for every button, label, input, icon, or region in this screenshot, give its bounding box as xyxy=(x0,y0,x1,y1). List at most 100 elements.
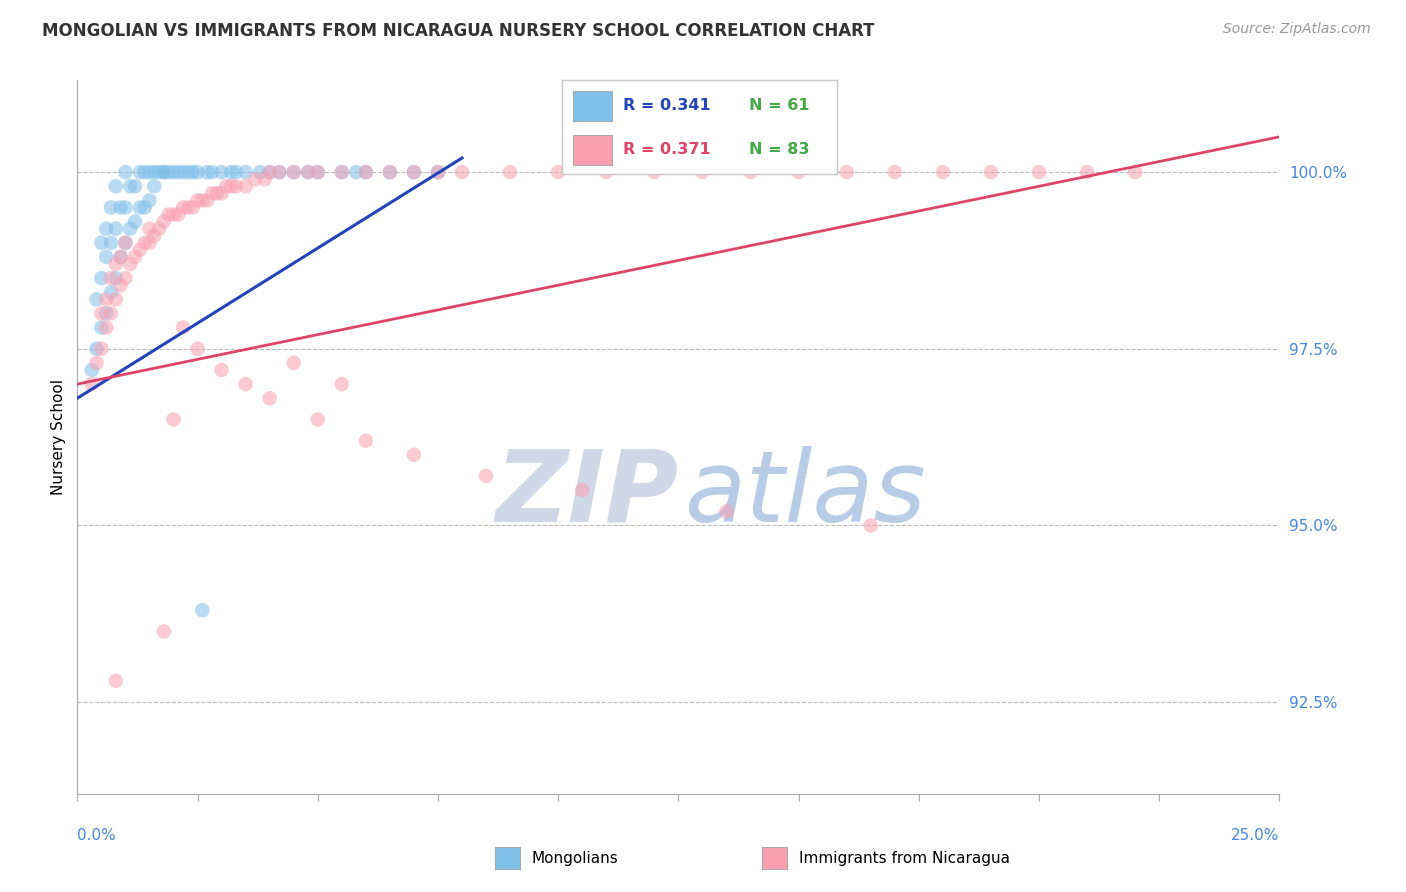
Point xyxy=(114,201,136,215)
Point xyxy=(253,172,276,186)
Point xyxy=(104,271,127,285)
Point xyxy=(354,165,377,179)
Text: N = 61: N = 61 xyxy=(749,98,810,113)
Point xyxy=(86,293,108,307)
Point xyxy=(297,165,319,179)
Point xyxy=(259,165,281,179)
Point xyxy=(90,342,112,356)
Point xyxy=(96,221,118,235)
Point xyxy=(571,483,593,497)
Point xyxy=(235,377,257,392)
Point xyxy=(307,165,329,179)
Text: Source: ZipAtlas.com: Source: ZipAtlas.com xyxy=(1223,22,1371,37)
Point xyxy=(143,228,166,243)
Point xyxy=(110,201,132,215)
Point xyxy=(104,673,127,688)
Point xyxy=(90,271,112,285)
Point xyxy=(547,165,569,179)
Point xyxy=(191,194,214,208)
Point xyxy=(138,165,160,179)
Point xyxy=(114,271,136,285)
Point xyxy=(499,165,522,179)
Point xyxy=(134,201,156,215)
Point xyxy=(451,165,474,179)
Point xyxy=(330,165,353,179)
Point xyxy=(90,320,112,334)
Point xyxy=(354,434,377,448)
Point xyxy=(134,235,156,250)
Point xyxy=(354,165,377,179)
Point xyxy=(114,235,136,250)
Text: Immigrants from Nicaragua: Immigrants from Nicaragua xyxy=(799,851,1010,865)
Point xyxy=(96,320,118,334)
Point xyxy=(307,412,329,426)
Point xyxy=(138,194,160,208)
Point xyxy=(201,165,224,179)
FancyBboxPatch shape xyxy=(574,135,612,164)
Point xyxy=(96,293,118,307)
Text: ZIP: ZIP xyxy=(495,446,679,542)
Point xyxy=(225,165,247,179)
Point xyxy=(100,306,122,320)
Point xyxy=(211,363,233,377)
Point xyxy=(980,165,1002,179)
Point xyxy=(124,179,146,194)
Point xyxy=(90,235,112,250)
Point xyxy=(110,278,132,293)
Point xyxy=(167,165,190,179)
Point xyxy=(138,221,160,235)
Text: MONGOLIAN VS IMMIGRANTS FROM NICARAGUA NURSERY SCHOOL CORRELATION CHART: MONGOLIAN VS IMMIGRANTS FROM NICARAGUA N… xyxy=(42,22,875,40)
Point xyxy=(96,250,118,264)
Point xyxy=(120,257,142,271)
Point xyxy=(186,165,209,179)
Point xyxy=(259,391,281,405)
Point xyxy=(128,165,150,179)
FancyBboxPatch shape xyxy=(574,91,612,120)
Point xyxy=(378,165,401,179)
Point xyxy=(859,518,882,533)
Point xyxy=(86,356,108,370)
Point xyxy=(692,165,714,179)
Point xyxy=(835,165,858,179)
Point xyxy=(427,165,450,179)
Point xyxy=(153,214,176,228)
Point xyxy=(235,179,257,194)
Point xyxy=(211,186,233,201)
Point xyxy=(595,165,617,179)
Point xyxy=(120,179,142,194)
Point xyxy=(153,165,176,179)
Point xyxy=(297,165,319,179)
Point xyxy=(716,504,738,518)
Y-axis label: Nursery School: Nursery School xyxy=(51,379,66,495)
Point xyxy=(225,179,247,194)
Point xyxy=(172,320,194,334)
Point xyxy=(110,250,132,264)
Point xyxy=(643,165,665,179)
Point xyxy=(186,342,209,356)
Text: R = 0.371: R = 0.371 xyxy=(623,142,710,157)
Point xyxy=(932,165,955,179)
Point xyxy=(475,469,498,483)
Point xyxy=(177,201,200,215)
Point xyxy=(120,221,142,235)
Point xyxy=(80,377,103,392)
Point xyxy=(283,356,305,370)
Point xyxy=(219,179,242,194)
Text: R = 0.341: R = 0.341 xyxy=(623,98,710,113)
Point xyxy=(104,179,127,194)
Point xyxy=(172,165,194,179)
Point xyxy=(269,165,291,179)
Point xyxy=(787,165,810,179)
Point xyxy=(80,363,103,377)
Point xyxy=(162,207,184,221)
Point xyxy=(110,250,132,264)
Point xyxy=(740,165,762,179)
Point xyxy=(124,214,146,228)
Point xyxy=(181,165,204,179)
Point xyxy=(402,165,425,179)
Point xyxy=(143,179,166,194)
Point xyxy=(235,165,257,179)
Point xyxy=(177,165,200,179)
Text: N = 83: N = 83 xyxy=(749,142,810,157)
Point xyxy=(259,165,281,179)
